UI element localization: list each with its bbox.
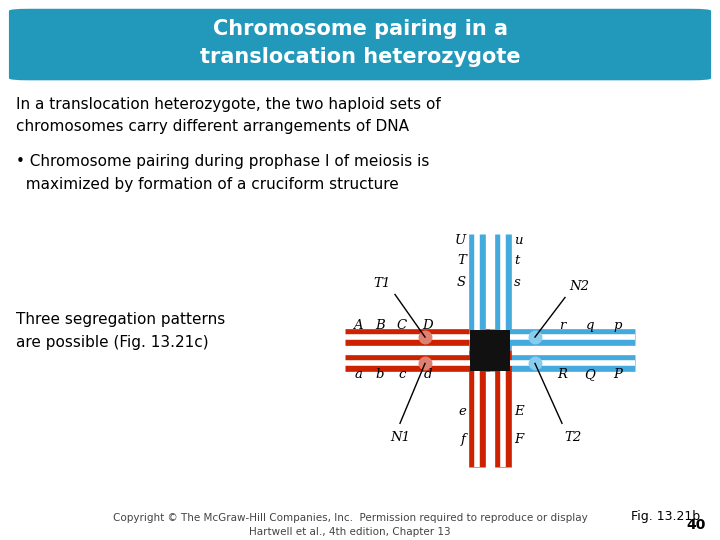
Text: B: B: [375, 319, 385, 333]
Text: Chromosome pairing in a
translocation heterozygote: Chromosome pairing in a translocation he…: [199, 19, 521, 67]
Text: • Chromosome pairing during prophase I of meiosis is
  maximized by formation of: • Chromosome pairing during prophase I o…: [16, 154, 429, 192]
Text: T2: T2: [564, 431, 581, 444]
Text: In a translocation heterozygote, the two haploid sets of
chromosomes carry diffe: In a translocation heterozygote, the two…: [16, 97, 441, 134]
Text: T: T: [457, 254, 466, 267]
Text: t: t: [514, 254, 519, 267]
Text: Q: Q: [585, 368, 595, 381]
Text: N1: N1: [390, 431, 410, 444]
Text: q: q: [586, 319, 594, 333]
Text: d: d: [424, 368, 432, 381]
Text: Three segregation patterns
are possible (Fig. 13.21c): Three segregation patterns are possible …: [16, 312, 225, 350]
Text: D: D: [423, 319, 433, 333]
Text: 40: 40: [687, 518, 706, 532]
Text: T1: T1: [374, 278, 391, 291]
Text: N2: N2: [569, 280, 589, 293]
Text: A: A: [354, 319, 363, 333]
Text: P: P: [613, 368, 622, 381]
Bar: [470, 350, 490, 363]
Text: E: E: [514, 404, 523, 417]
Text: S: S: [457, 276, 466, 289]
Text: u: u: [514, 234, 523, 247]
Text: F: F: [514, 433, 523, 446]
Text: R: R: [557, 368, 567, 381]
Text: p: p: [613, 319, 622, 333]
Text: Copyright © The McGraw-Hill Companies, Inc.  Permission required to reproduce or: Copyright © The McGraw-Hill Companies, I…: [112, 514, 588, 537]
Text: a: a: [354, 368, 362, 381]
Bar: [470, 330, 510, 370]
Bar: [490, 330, 510, 343]
Text: C: C: [397, 319, 407, 333]
Text: U: U: [455, 234, 466, 247]
Text: c: c: [398, 368, 405, 381]
Text: b: b: [376, 368, 384, 381]
Text: e: e: [458, 404, 466, 417]
Text: f: f: [461, 433, 466, 446]
Text: Fig. 13.21b: Fig. 13.21b: [631, 510, 700, 523]
Text: s: s: [514, 276, 521, 289]
FancyBboxPatch shape: [9, 9, 711, 80]
Text: r: r: [559, 319, 565, 333]
